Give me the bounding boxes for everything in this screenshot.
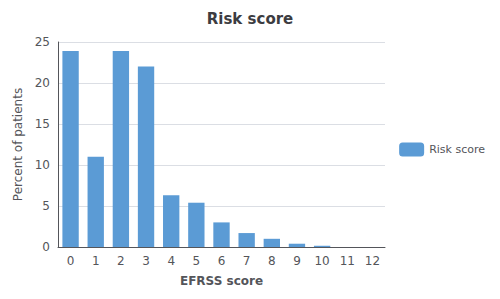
svg-text:0: 0: [67, 254, 75, 268]
svg-text:12: 12: [365, 254, 380, 268]
svg-text:9: 9: [293, 254, 301, 268]
svg-text:6: 6: [218, 254, 226, 268]
svg-text:8: 8: [268, 254, 276, 268]
svg-text:10: 10: [314, 254, 329, 268]
svg-text:11: 11: [340, 254, 355, 268]
svg-text:Risk score: Risk score: [207, 10, 294, 28]
svg-text:10: 10: [35, 158, 50, 172]
svg-text:1: 1: [92, 254, 100, 268]
svg-text:5: 5: [42, 199, 50, 213]
svg-text:20: 20: [35, 76, 50, 90]
svg-text:25: 25: [35, 35, 50, 49]
svg-text:Risk score: Risk score: [429, 143, 485, 156]
svg-text:15: 15: [35, 117, 50, 131]
svg-text:3: 3: [142, 254, 150, 268]
svg-text:Percent of patients: Percent of patients: [11, 88, 25, 201]
svg-text:EFRSS score: EFRSS score: [180, 274, 263, 288]
svg-text:7: 7: [243, 254, 251, 268]
svg-text:0: 0: [42, 240, 50, 254]
svg-text:2: 2: [117, 254, 125, 268]
svg-text:4: 4: [167, 254, 175, 268]
svg-text:5: 5: [193, 254, 201, 268]
